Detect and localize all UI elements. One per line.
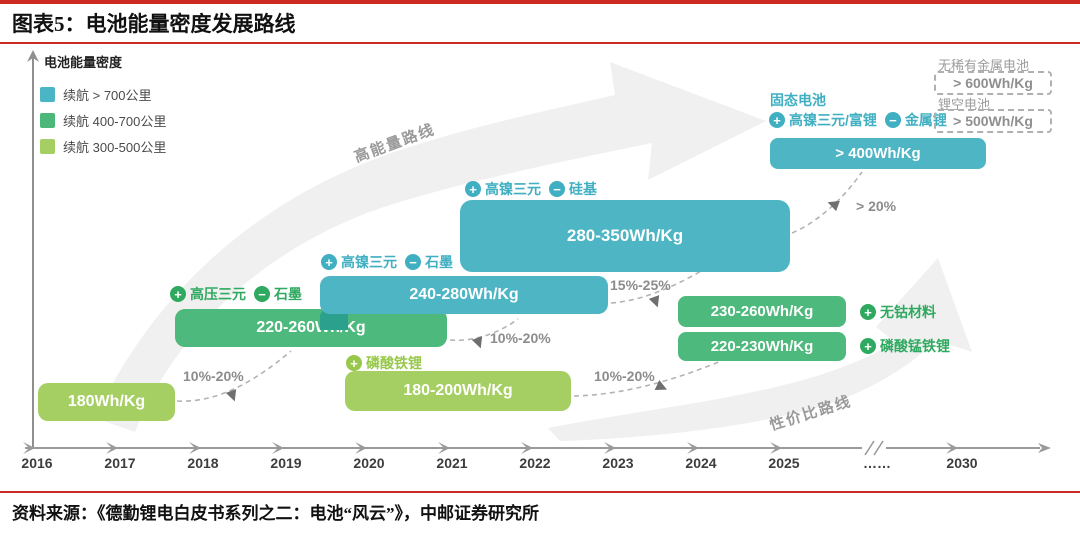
x-tick-2017: 2017: [104, 455, 136, 471]
source-note: 资料来源：《德勤锂电白皮书系列之二：电池“风云”》，中邮证券研究所: [12, 504, 539, 523]
cathode-label: 高镍三元: [485, 181, 541, 197]
solid-state-label: 固态电池: [770, 92, 826, 108]
x-tick-2020: 2020: [353, 455, 385, 471]
x-tick-2023: 2023: [602, 455, 634, 471]
minus-icon: [254, 286, 270, 302]
cathode-label: 磷酸锰铁锂: [880, 338, 950, 354]
minus-icon: [549, 181, 565, 197]
chem-label-240-280: 高镍三元 石墨: [321, 252, 453, 272]
plus-icon: [860, 338, 876, 354]
axis-break-icon: [864, 440, 884, 456]
cathode-label: 高镍三元: [341, 254, 397, 270]
legend-swatch-lgreen: [40, 139, 55, 154]
title-underline: [0, 42, 1080, 44]
cathode-label: 无钴材料: [880, 304, 936, 320]
plus-icon: [170, 286, 186, 302]
arrowhead-3: [648, 295, 660, 308]
stage-box-180-200: 180-200Wh/Kg: [345, 371, 571, 411]
cathode-label: 磷酸铁锂: [366, 355, 422, 371]
transition-label-4: 10%-20%: [594, 368, 655, 384]
chem-label-lmfp: 磷酸锰铁锂: [860, 336, 950, 356]
transition-arrow-5: [791, 171, 863, 234]
stage-box-280-350: 280-350Wh/Kg: [460, 200, 790, 272]
anode-label: 石墨: [425, 254, 453, 270]
stage-box-240-280: 240-280Wh/Kg: [320, 276, 608, 314]
future-name-rare-metal-free: 无稀有金属电池: [938, 58, 1030, 73]
x-tick-2030: 2030: [946, 455, 978, 471]
transition-label-5: > 20%: [856, 198, 897, 214]
legend-swatch-green: [40, 113, 55, 128]
legend-label: 续航 300-500公里: [63, 140, 167, 155]
figure-title: 图表5：电池能量密度发展路线: [12, 12, 296, 36]
transition-label-1: 10%-20%: [183, 368, 244, 384]
x-axis-chevrons: [23, 442, 958, 454]
chem-label-280-350: 高镍三元 硅基: [465, 179, 597, 199]
box-overlap-shade: [320, 309, 348, 330]
solid-state-name: 固态电池: [770, 90, 826, 110]
arrowhead-5: [827, 200, 840, 212]
legend-item-green: 续航 400-700公里: [40, 111, 166, 130]
stage-box-230-260: 230-260Wh/Kg: [678, 296, 846, 327]
x-tick-2024: 2024: [685, 455, 717, 471]
arrowhead-2: [471, 336, 483, 349]
future-box-600: > 600Wh/Kg: [934, 71, 1052, 95]
cathode-label: 高压三元: [190, 286, 246, 302]
anode-label: 石墨: [274, 286, 302, 302]
future-name-li-air: 锂空电池: [938, 97, 991, 112]
chem-label-solid-state: 高镍三元/富锂 金属锂: [769, 110, 947, 130]
legend-label: 续航 400-700公里: [63, 114, 167, 129]
arrowhead-4: [654, 380, 667, 390]
x-tick-2021: 2021: [436, 455, 468, 471]
stage-box-220-230: 220-230Wh/Kg: [678, 332, 846, 361]
minus-icon: [405, 254, 421, 270]
y-axis-arrow-icon: [27, 50, 39, 62]
arrowhead-1: [225, 389, 237, 402]
x-tick-2025: 2025: [768, 455, 800, 471]
x-tick-2019: 2019: [270, 455, 302, 471]
x-axis-end-arrow-icon: [1038, 443, 1051, 453]
plus-icon: [321, 254, 337, 270]
anode-label: 硅基: [569, 181, 597, 197]
axis-break-mask: [862, 440, 886, 456]
stage-box-180: 180Wh/Kg: [38, 383, 175, 421]
cathode-label: 高镍三元/富锂: [789, 112, 877, 128]
legend-label: 续航 > 700公里: [63, 88, 152, 103]
top-red-rule: [0, 0, 1080, 4]
minus-icon: [884, 112, 901, 128]
footer-red-rule: [0, 491, 1080, 493]
chem-label-no-cobalt: 无钴材料: [860, 302, 936, 322]
anode-label: 金属锂: [904, 112, 947, 128]
chem-label-220-260: 高压三元 石墨: [170, 284, 302, 304]
chem-label-180-200: 磷酸铁锂: [346, 353, 422, 373]
transition-label-3: 15%-25%: [610, 277, 671, 293]
legend-item-teal: 续航 > 700公里: [40, 85, 152, 104]
legend-item-lgreen: 续航 300-500公里: [40, 137, 166, 156]
plus-icon: [465, 181, 481, 197]
legend-swatch-teal: [40, 87, 55, 102]
route-label-high-energy: 高能量路线: [351, 120, 438, 166]
plus-icon: [860, 304, 876, 320]
future-box-500: > 500Wh/Kg: [934, 109, 1052, 133]
plus-icon: [769, 112, 785, 128]
stage-box-220-260: 220-260Wh/Kg: [175, 309, 447, 347]
plus-icon: [346, 355, 362, 371]
route-label-cost-performance: 性价比路线: [767, 392, 854, 435]
x-tick-ellipsis: ……: [863, 455, 891, 471]
stage-box-400: > 400Wh/Kg: [770, 138, 986, 169]
x-tick-2022: 2022: [519, 455, 551, 471]
transition-label-2: 10%-20%: [490, 330, 551, 346]
y-axis-title: 电池能量密度: [44, 55, 123, 70]
x-tick-2018: 2018: [187, 455, 219, 471]
x-tick-2016: 2016: [21, 455, 53, 471]
